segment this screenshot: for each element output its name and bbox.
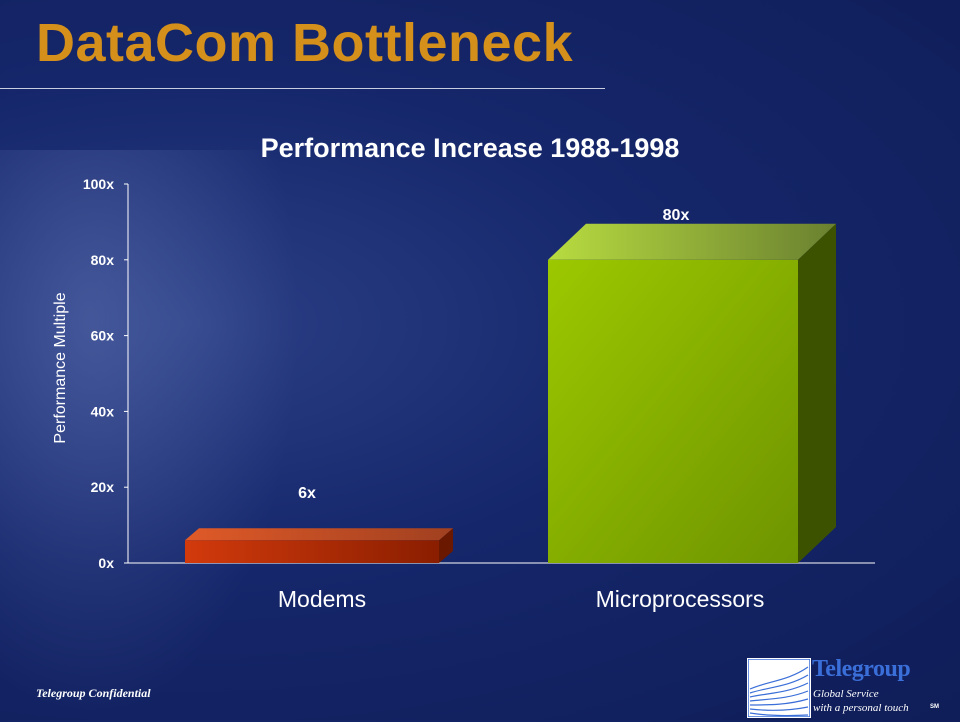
y-axis-label: Performance Multiple (52, 292, 69, 443)
bar-microprocessors (548, 259, 798, 563)
data-label: 80x (663, 207, 690, 224)
y-tick-label: 20x (91, 479, 115, 495)
bar-top (548, 223, 836, 260)
logo-tagline-line1: Global Service (813, 688, 879, 700)
footer-confidential: Telegroup Confidential (36, 686, 151, 700)
category-label: Microprocessors (596, 586, 765, 612)
y-tick-label: 0x (98, 555, 114, 571)
title-divider (0, 88, 605, 89)
y-tick-label: 80x (91, 252, 115, 268)
slide-title: DataCom Bottleneck (36, 13, 574, 73)
y-tick-label: 60x (91, 328, 115, 344)
bar-side (798, 223, 836, 564)
y-tick-label: 40x (91, 403, 115, 419)
bar-side (439, 528, 453, 563)
globe-lines-icon (747, 658, 811, 718)
service-mark: SM (930, 704, 939, 710)
data-label: 6x (298, 485, 316, 502)
telegroup-logo (747, 658, 811, 718)
category-label: Modems (278, 586, 366, 612)
logo-name: Telegroup (812, 656, 911, 682)
logo-tagline-line2: with a personal touch (813, 702, 909, 714)
y-tick-label: 100x (83, 176, 114, 192)
bar-top (185, 528, 453, 541)
bar-modems (185, 540, 439, 563)
chart-title: Performance Increase 1988-1998 (261, 133, 680, 163)
